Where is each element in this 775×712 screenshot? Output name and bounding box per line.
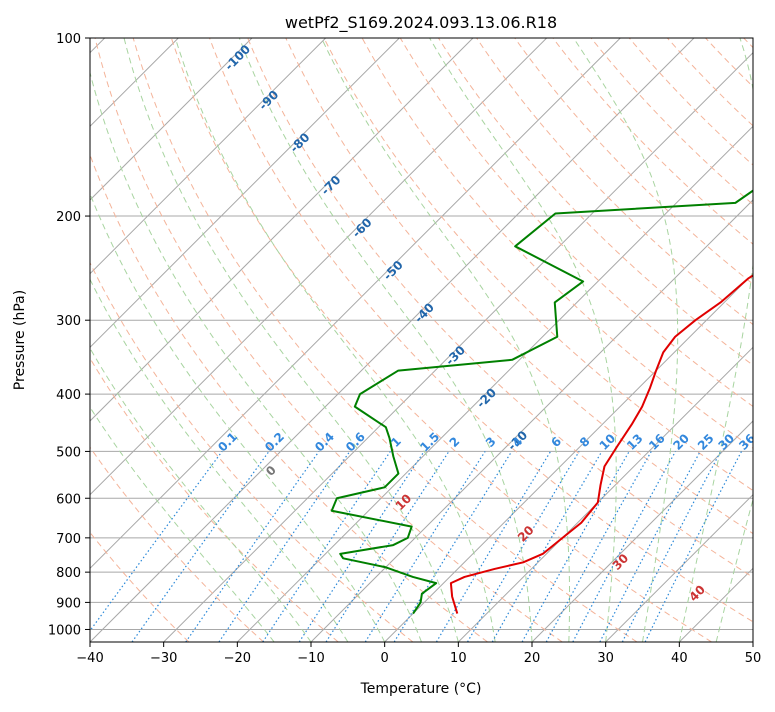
x-tick-label: −30 xyxy=(150,651,177,666)
x-tick-label: 40 xyxy=(671,651,688,666)
chart-title: wetPf2_S169.2024.093.13.06.R18 xyxy=(285,13,557,33)
y-axis-label: Pressure (hPa) xyxy=(12,290,28,390)
y-tick-label: 600 xyxy=(56,492,81,507)
y-tick-label: 800 xyxy=(56,566,81,581)
x-tick-label: −10 xyxy=(297,651,324,666)
y-tick-label: 1000 xyxy=(48,623,81,638)
x-tick-label: −20 xyxy=(224,651,251,666)
y-tick-label: 100 xyxy=(56,32,81,47)
x-axis-label: Temperature (°C) xyxy=(360,681,482,697)
y-tick-label: 700 xyxy=(56,532,81,547)
y-tick-label: 500 xyxy=(56,445,81,460)
x-tick-label: 0 xyxy=(381,651,389,666)
x-tick-label: 20 xyxy=(524,651,541,666)
x-tick-label: 50 xyxy=(745,651,762,666)
x-tick-label: 10 xyxy=(450,651,467,666)
y-tick-label: 200 xyxy=(56,210,81,225)
x-tick-label: −40 xyxy=(76,651,103,666)
x-tick-label: 30 xyxy=(597,651,614,666)
y-tick-label: 400 xyxy=(56,388,81,403)
y-tick-label: 900 xyxy=(56,596,81,611)
y-tick-label: 300 xyxy=(56,314,81,329)
